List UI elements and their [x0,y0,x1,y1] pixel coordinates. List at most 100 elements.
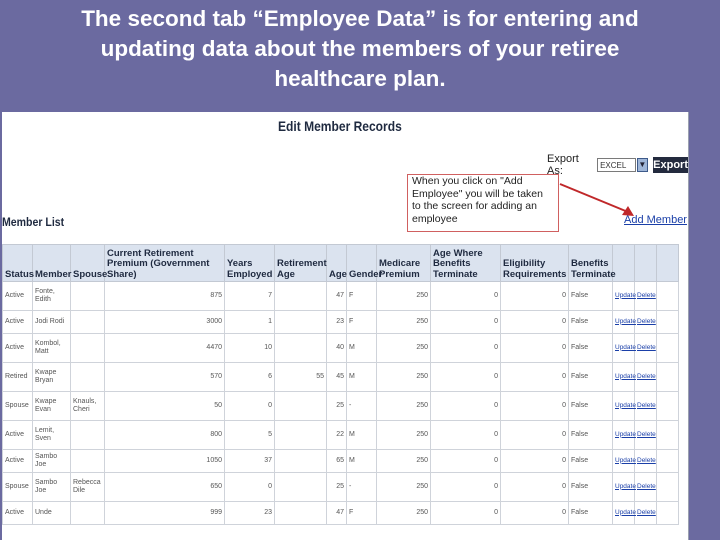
column-header: Current Retirement Premium (Government S… [104,244,225,282]
empty-cell [656,333,679,363]
premium-cell: 3000 [104,310,225,334]
premium-cell: 4470 [104,333,225,363]
delete-link[interactable]: Delete [637,456,656,464]
update-link[interactable]: Update [615,372,636,380]
spouse-cell: Rebecca Dile [70,472,105,502]
status-cell: Active [2,449,33,473]
benefits-terminate-cell: False [568,391,613,421]
empty-cell [656,501,679,525]
premium-cell: 875 [104,281,225,311]
spouse-cell [70,501,105,525]
column-header [634,244,657,282]
member-cell: Unde [32,501,71,525]
eligibility-cell: 0 [500,310,569,334]
callout-note: When you click on "Add Employee" you wil… [407,174,559,232]
table-row: Spouse Kwape Evan Knauls, Cheri 50 0 25-250 0 0… [2,391,679,421]
retirement-age-cell [274,501,327,525]
premium-cell: 50 [104,391,225,421]
delete-link[interactable]: Delete [637,291,656,299]
empty-cell [656,310,679,334]
years-cell: 1 [224,310,275,334]
empty-cell [656,449,679,473]
retirement-age-cell [274,310,327,334]
medicare-cell: 250 [376,501,431,525]
export-format-select[interactable]: EXCEL [597,158,636,172]
table-row: Retired Kwape Bryan 570 6 55 45 M 250 0 0 False Upd… [2,362,679,392]
update-cell: Update [612,420,636,450]
status-cell: Spouse [2,472,33,502]
delete-link[interactable]: Delete [637,482,656,490]
benefits-age-cell: 0 [430,449,501,473]
years-cell: 7 [224,281,275,311]
table-header-row: Status Member Spouse Current Retirement … [2,244,679,282]
benefits-age-cell: 0 [430,472,501,502]
delete-link[interactable]: Delete [637,430,656,438]
column-header: Status [2,244,34,282]
medicare-cell: 250 [376,333,431,363]
table-row: Active Jodi Rodi 3000 1 23 F 250 0 0 False Update D… [2,310,679,334]
column-header: Eligibility Requirements [500,244,569,282]
benefits-terminate-cell: False [568,420,613,450]
member-cell: Sambo Joe [32,449,71,473]
gender-cell: F [346,501,377,525]
table-row: Active Fonte, Edith 875 7 47 F 250 0 0 False Updat… [2,281,679,311]
delete-link[interactable]: Delete [637,343,656,351]
slide-title: The second tab “Employee Data” is for en… [0,4,720,94]
retirement-age-cell [274,391,327,421]
update-link[interactable]: Update [615,317,636,325]
update-link[interactable]: Update [615,508,636,516]
premium-cell: 1050 [104,449,225,473]
update-link[interactable]: Update [615,430,636,438]
medicare-cell: 250 [376,310,431,334]
benefits-terminate-cell: False [568,310,613,334]
years-cell: 0 [224,472,275,502]
benefits-terminate-cell: False [568,449,613,473]
delete-link[interactable]: Delete [637,317,656,325]
screenshot-panel: Edit Member Records Export As: EXCEL ▼ E… [2,112,688,540]
member-table: Status Member Spouse Current Retirement … [2,244,679,525]
update-cell: Update [612,362,636,392]
retirement-age-cell [274,281,327,311]
medicare-cell: 250 [376,420,431,450]
gender-cell: - [346,472,377,502]
premium-cell: 650 [104,472,225,502]
gender-cell: F [346,310,377,334]
eligibility-cell: 0 [500,333,569,363]
empty-cell [656,472,679,502]
update-link[interactable]: Update [615,482,636,490]
delete-link[interactable]: Delete [637,401,656,409]
column-header: Spouse [70,244,107,282]
update-link[interactable]: Update [615,291,636,299]
status-cell: Active [2,501,33,525]
delete-link[interactable]: Delete [637,372,656,380]
column-header [612,244,635,282]
medicare-cell: 250 [376,362,431,392]
eligibility-cell: 0 [500,281,569,311]
years-cell: 23 [224,501,275,525]
chevron-down-icon[interactable]: ▼ [636,158,649,172]
table-row: Active Sambo Joe 1050 37 65 M 250 0 0 False Update… [2,449,679,473]
update-cell: Update [612,472,636,502]
update-cell: Update [612,310,636,334]
empty-cell [656,420,679,450]
medicare-cell: 250 [376,472,431,502]
delete-link[interactable]: Delete [637,508,656,516]
gender-cell: - [346,391,377,421]
gender-cell: M [346,333,377,363]
status-cell: Active [2,310,33,334]
page-title: Edit Member Records [278,118,402,134]
add-member-link[interactable]: Add Member [624,214,687,226]
update-link[interactable]: Update [615,343,636,351]
retirement-age-cell [274,472,327,502]
update-cell: Update [612,333,636,363]
delete-cell: Delete [634,501,657,525]
delete-cell: Delete [634,310,657,334]
update-link[interactable]: Update [615,401,636,409]
update-link[interactable]: Update [615,456,636,464]
export-button[interactable]: Export [653,157,688,173]
benefits-terminate-cell: False [568,281,613,311]
member-cell: Kombol, Matt [32,333,71,363]
update-cell: Update [612,281,636,311]
benefits-age-cell: 0 [430,281,501,311]
column-header: Gender [346,244,382,282]
